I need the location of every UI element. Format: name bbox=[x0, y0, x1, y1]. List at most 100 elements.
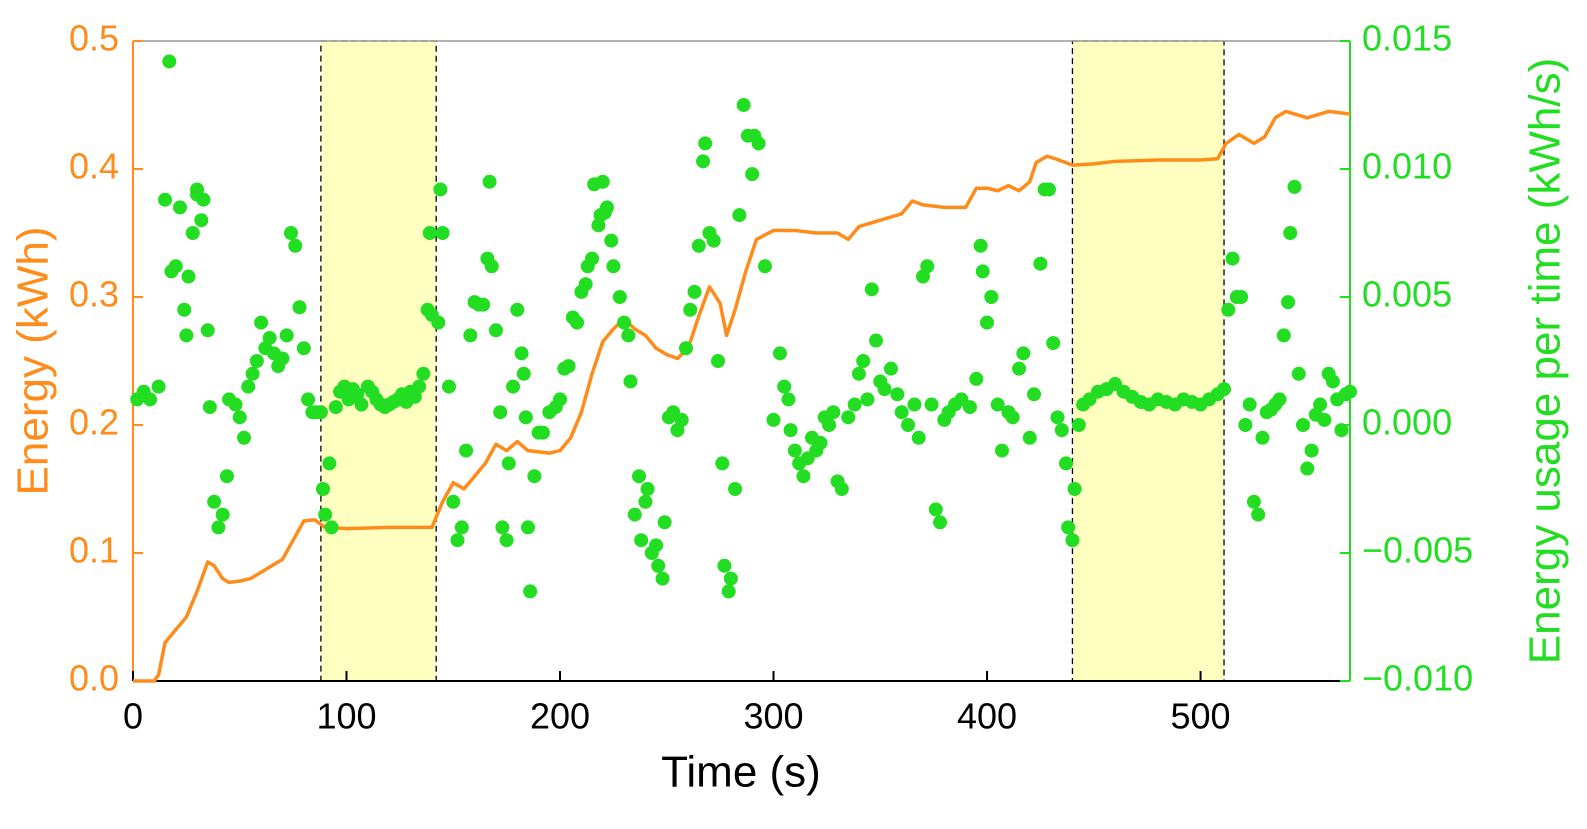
scatter-point bbox=[516, 366, 531, 381]
scatter-point bbox=[634, 533, 649, 548]
scatter-point bbox=[678, 341, 693, 356]
scatter-point bbox=[1296, 418, 1311, 432]
shaded-region bbox=[320, 40, 437, 682]
scatter-point bbox=[994, 443, 1009, 458]
scatter-point bbox=[459, 443, 474, 458]
scatter-point bbox=[1291, 366, 1306, 381]
scatter-point bbox=[683, 302, 698, 317]
scatter-point bbox=[1334, 423, 1349, 438]
scatter-point bbox=[826, 405, 841, 420]
scatter-point bbox=[292, 300, 307, 315]
scatter-point bbox=[757, 259, 772, 274]
scatter-point bbox=[412, 379, 427, 394]
scatter-point bbox=[177, 302, 192, 317]
scatter-point bbox=[1276, 328, 1291, 343]
scatter-point bbox=[162, 54, 177, 69]
scatter-point bbox=[441, 379, 456, 394]
scatter-point bbox=[655, 571, 670, 586]
scatter-point bbox=[499, 533, 514, 548]
scatter-point bbox=[585, 251, 600, 266]
scatter-point bbox=[728, 482, 743, 496]
scatter-point bbox=[510, 302, 525, 317]
scatter-point bbox=[975, 264, 990, 279]
scatter-point bbox=[1046, 336, 1061, 351]
y2-tick-label: −0.010 bbox=[1362, 658, 1473, 699]
scatter-point bbox=[433, 182, 448, 197]
scatter-point bbox=[1022, 430, 1037, 445]
scatter-point bbox=[506, 379, 521, 394]
scatter-point bbox=[1343, 384, 1357, 399]
x-tick-label: 400 bbox=[957, 696, 1017, 737]
x-tick-label: 500 bbox=[1171, 696, 1231, 737]
x-tick-label: 0 bbox=[123, 696, 143, 737]
scatter-point bbox=[674, 412, 689, 427]
scatter-point bbox=[721, 584, 736, 599]
scatter-point bbox=[822, 418, 837, 432]
scatter-point bbox=[877, 382, 892, 397]
scatter-point bbox=[1281, 295, 1296, 310]
scatter-point bbox=[463, 328, 478, 343]
scatter-point bbox=[501, 456, 516, 471]
scatter-point bbox=[249, 354, 264, 368]
scatter-point bbox=[1242, 397, 1257, 412]
scatter-point bbox=[1246, 494, 1261, 509]
scatter-point bbox=[864, 282, 879, 297]
scatter-point bbox=[1304, 443, 1319, 458]
scatter-point bbox=[416, 366, 431, 381]
scatter-point bbox=[920, 259, 935, 274]
scatter-point bbox=[1217, 382, 1232, 397]
scatter-point bbox=[219, 469, 234, 484]
scatter-point bbox=[190, 182, 205, 197]
scatter-point bbox=[514, 346, 529, 361]
scatter-point bbox=[1251, 507, 1266, 522]
scatter-point bbox=[245, 366, 260, 381]
scatter-point bbox=[777, 379, 792, 394]
y2-tick-label: 0.005 bbox=[1362, 274, 1452, 315]
scatter-point bbox=[476, 297, 491, 312]
scatter-point bbox=[1225, 251, 1240, 266]
scatter-point bbox=[766, 412, 781, 427]
scatter-point bbox=[1238, 418, 1253, 432]
scatter-point bbox=[207, 494, 222, 509]
scatter-point bbox=[1016, 346, 1031, 361]
y-tick-label: 0.2 bbox=[69, 402, 119, 443]
y2-tick-label: 0.015 bbox=[1362, 18, 1452, 59]
scatter-point bbox=[715, 456, 730, 471]
scatter-point bbox=[450, 533, 465, 548]
scatter-point bbox=[553, 392, 568, 407]
scatter-point bbox=[279, 328, 294, 343]
scatter-point bbox=[181, 269, 196, 284]
scatter-point bbox=[599, 200, 614, 215]
scatter-point bbox=[535, 425, 550, 440]
scatter-point bbox=[1272, 392, 1287, 407]
scatter-point bbox=[241, 379, 256, 394]
scatter-point bbox=[834, 482, 849, 496]
scatter-point bbox=[313, 405, 328, 420]
scatter-point bbox=[318, 507, 333, 522]
scatter-point bbox=[196, 192, 211, 207]
scatter-point bbox=[1041, 182, 1056, 197]
scatter-point bbox=[640, 482, 655, 496]
scatter-point bbox=[200, 323, 215, 338]
scatter-point bbox=[275, 351, 290, 366]
scatter-point bbox=[1050, 410, 1065, 425]
scatter-point bbox=[751, 136, 766, 151]
scatter-point bbox=[194, 213, 209, 228]
scatter-point bbox=[232, 410, 247, 425]
scatter-point bbox=[783, 423, 798, 438]
scatter-point bbox=[984, 290, 999, 304]
energy-line bbox=[133, 109, 1351, 683]
scatter-point bbox=[691, 238, 706, 253]
y-tick-label: 0.4 bbox=[69, 146, 119, 187]
scatter-point bbox=[928, 502, 943, 517]
scatter-point bbox=[422, 226, 437, 240]
scatter-point bbox=[168, 259, 183, 274]
scatter-point bbox=[237, 430, 252, 445]
scatter-point bbox=[717, 558, 732, 573]
scatter-point bbox=[172, 200, 187, 215]
scatter-point bbox=[296, 341, 311, 356]
scatter-point bbox=[158, 192, 173, 207]
scatter-point bbox=[446, 494, 461, 509]
scatter-point bbox=[627, 507, 642, 522]
